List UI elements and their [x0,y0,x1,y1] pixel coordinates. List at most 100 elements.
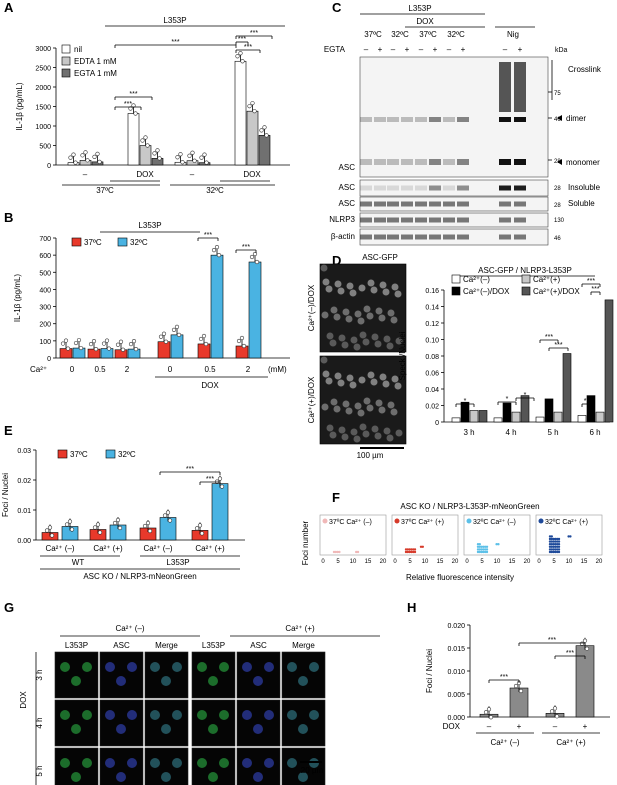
f-point [556,540,559,543]
b-bar [197,343,211,359]
c-marker-label: 46 [554,236,561,242]
c-marker-label: 28 [554,203,561,209]
c-right-label: monomer [566,158,600,167]
h-dox-sign: + [583,722,588,731]
h-group-label: Ca²⁺ (–) [490,738,519,747]
h-point [513,683,519,689]
f-point [476,548,480,551]
d-cell [371,425,379,433]
a-group-label: DOX [243,170,261,179]
c-egta-sign: + [461,45,466,54]
a-point [259,128,264,133]
g-cell [116,772,126,782]
b-point [76,337,82,343]
f-point [485,545,489,548]
b-sig: *** [242,244,250,251]
d-cell [363,305,371,313]
d-sig: *** [587,278,595,285]
b-bar [235,345,249,359]
a-point [199,155,204,160]
e-group-label: WT [72,558,85,567]
panel-letter-e: E [4,423,13,438]
e-point [194,526,200,531]
d-legend-swatch [451,286,461,296]
y-tick-label: 0 [47,163,51,170]
g-cell [161,724,171,734]
h-dox-sign: – [487,722,492,731]
y-axis-label: IL-1β (pg/mL) [15,82,24,131]
h-dox-sign: – [553,722,558,731]
d-cell [346,282,354,290]
b-point [249,254,255,260]
d-cell [337,379,345,387]
d-cell [329,339,337,347]
d-cell [346,374,354,382]
f-point [548,548,552,551]
y-tick-label: 500 [39,144,51,151]
f-xtick-label: 10 [494,559,501,565]
d-cell [333,313,341,321]
c-band [374,159,386,165]
d-cell [359,331,367,339]
y-axis-label: Foci / Nuclei [425,649,434,693]
c-band [429,159,441,165]
d-cell [370,378,378,386]
f-facet-dot [538,518,544,524]
c-egta-sign: – [447,45,452,54]
b-point [236,338,242,344]
d-cell [374,432,382,440]
g-cell [208,772,218,782]
b-bar [87,348,101,359]
c-band [443,159,455,165]
b-point [174,324,180,329]
g-channel-label: L353P [65,641,88,650]
a-top-label: L353P [163,16,186,25]
b-point [203,341,209,347]
c-band [374,185,386,191]
e-point [217,476,223,481]
panel-letter-a: A [4,0,14,15]
y-tick-label: 0.10 [425,338,439,345]
f-point [419,545,423,548]
a-legend-swatch [61,56,71,66]
d-cell [322,370,330,378]
a-legend-label: nil [74,45,82,54]
b-point [73,340,79,346]
d-cell [395,337,403,345]
f-xtick-label: 15 [509,559,516,565]
b-point [158,334,164,339]
f-point [548,545,552,548]
f-xtick-label: 20 [380,559,387,565]
b-bar [127,348,141,359]
g-channel-label: L353P [202,641,225,650]
d-legend-swatch [521,274,531,284]
b-category-label: 2 [125,365,130,374]
g-cell [219,758,229,768]
g-cell [242,758,252,768]
d-bar [478,410,488,423]
c-condition-label: 32ºC [391,30,409,39]
b-legend-label: 37ºC [84,238,102,247]
e-point [219,484,225,489]
a-point [262,125,267,130]
d-cell [358,284,366,292]
f-xtick-label: 5 [552,559,556,565]
b-category-label: 0.5 [204,365,216,374]
d-cell [338,426,346,434]
c-band [457,159,469,165]
f-point [478,550,481,554]
f-point [482,548,485,551]
b-point [216,253,222,258]
c-band [499,201,511,207]
y-tick-label: 0.01 [17,508,31,515]
g-cell [242,710,252,720]
c-band [387,185,399,191]
c-egta-sign: + [433,45,438,54]
b-point [104,338,110,343]
c-band [429,217,441,223]
e-category-label: Ca²⁺ (+) [93,544,123,553]
f-point [556,545,559,548]
d-cell [363,397,371,405]
d-cell [337,287,345,295]
c-condition-label: 37ºC [364,30,382,39]
